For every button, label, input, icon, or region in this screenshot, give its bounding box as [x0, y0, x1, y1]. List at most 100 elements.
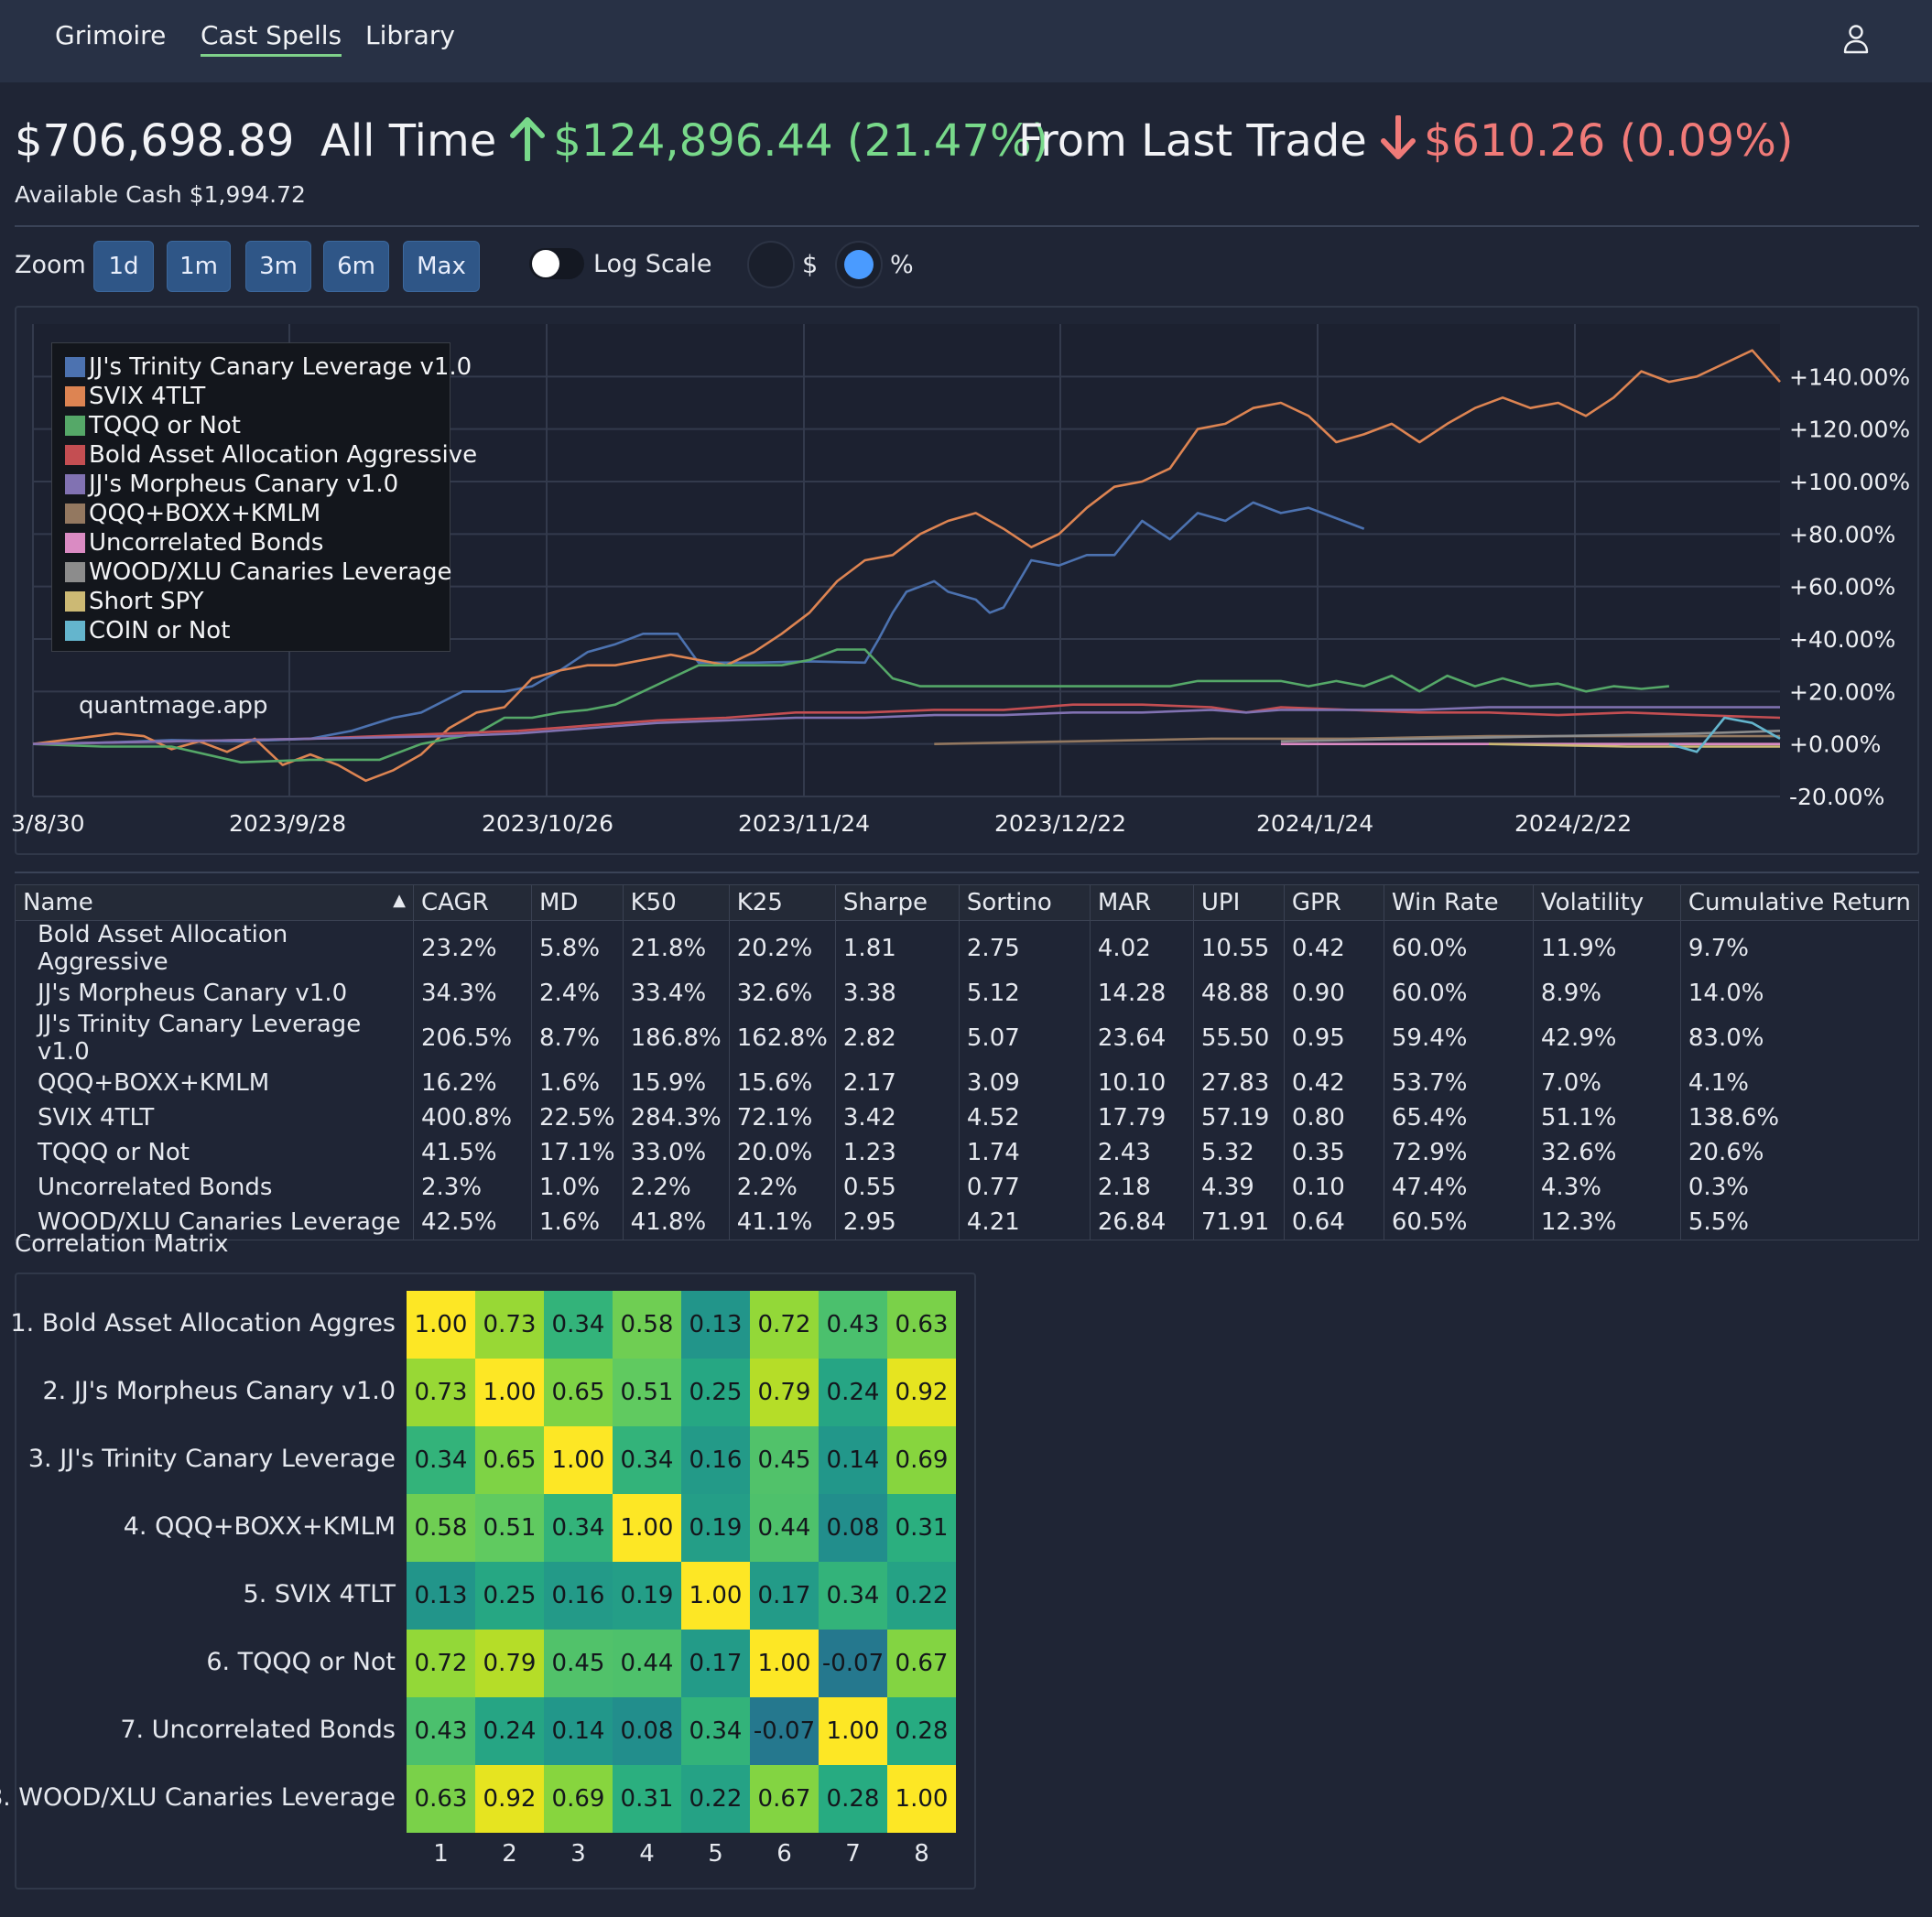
- table-row[interactable]: JJ's Trinity Canary Leverage v1.0 206.5% 8…: [15, 1011, 1920, 1066]
- zoom-max-button[interactable]: Max: [403, 241, 480, 292]
- column-header[interactable]: K50: [622, 884, 730, 921]
- correlation-cell[interactable]: 0.69: [544, 1765, 613, 1833]
- correlation-cell[interactable]: -0.07: [819, 1630, 887, 1697]
- column-header[interactable]: MD: [531, 884, 624, 921]
- correlation-cell[interactable]: 0.25: [475, 1562, 544, 1630]
- correlation-cell[interactable]: 0.22: [887, 1562, 956, 1630]
- correlation-cell[interactable]: 0.43: [819, 1291, 887, 1359]
- nav-cast-spells[interactable]: Cast Spells: [201, 20, 342, 57]
- legend-item[interactable]: COIN or Not: [65, 616, 230, 645]
- correlation-cell[interactable]: 1.00: [887, 1765, 956, 1833]
- correlation-cell[interactable]: 0.31: [887, 1494, 956, 1562]
- correlation-cell[interactable]: 0.28: [819, 1765, 887, 1833]
- user-icon[interactable]: [1842, 24, 1870, 55]
- log-scale-toggle[interactable]: [529, 248, 584, 279]
- column-header[interactable]: Sortino: [958, 884, 1091, 921]
- legend-item[interactable]: Short SPY: [65, 587, 204, 616]
- zoom-1d-button[interactable]: 1d: [93, 241, 154, 292]
- table-row[interactable]: WOOD/XLU Canaries Leverage 42.5% 1.6% 41.8%…: [15, 1205, 1920, 1240]
- zoom-3m-button[interactable]: 3m: [245, 241, 311, 292]
- correlation-cell[interactable]: 1.00: [819, 1697, 887, 1765]
- column-header[interactable]: Win Rate: [1383, 884, 1534, 921]
- correlation-cell[interactable]: 0.34: [544, 1291, 613, 1359]
- correlation-cell[interactable]: 1.00: [407, 1291, 475, 1359]
- column-header[interactable]: Sharpe: [834, 884, 960, 921]
- legend-item[interactable]: SVIX 4TLT: [65, 382, 205, 411]
- zoom-1m-button[interactable]: 1m: [167, 241, 231, 292]
- correlation-cell[interactable]: 0.34: [613, 1426, 681, 1494]
- legend-item[interactable]: QQQ+BOXX+KMLM: [65, 499, 320, 528]
- column-header[interactable]: MAR: [1089, 884, 1194, 921]
- correlation-cell[interactable]: 0.16: [681, 1426, 750, 1494]
- correlation-cell[interactable]: 0.92: [475, 1765, 544, 1833]
- correlation-cell[interactable]: 0.34: [407, 1426, 475, 1494]
- correlation-cell[interactable]: 0.31: [613, 1765, 681, 1833]
- correlation-cell[interactable]: 0.65: [544, 1359, 613, 1426]
- percent-mode-radio[interactable]: [835, 241, 883, 288]
- table-row[interactable]: Uncorrelated Bonds 2.3% 1.0% 2.2% 2.2% 0.55 0.…: [15, 1170, 1920, 1205]
- correlation-cell[interactable]: 0.22: [681, 1765, 750, 1833]
- column-header[interactable]: CAGR: [413, 884, 532, 921]
- correlation-cell[interactable]: 0.34: [681, 1697, 750, 1765]
- column-header[interactable]: GPR: [1283, 884, 1384, 921]
- correlation-cell[interactable]: 0.25: [681, 1359, 750, 1426]
- correlation-cell[interactable]: 0.13: [681, 1291, 750, 1359]
- correlation-cell[interactable]: 0.73: [475, 1291, 544, 1359]
- correlation-cell[interactable]: 0.67: [750, 1765, 819, 1833]
- legend-item[interactable]: TQQQ or Not: [65, 411, 241, 440]
- table-row[interactable]: JJ's Morpheus Canary v1.0 34.3% 2.4% 33.4% 3…: [15, 976, 1920, 1011]
- correlation-cell[interactable]: 0.51: [613, 1359, 681, 1426]
- correlation-cell[interactable]: 0.16: [544, 1562, 613, 1630]
- nav-library[interactable]: Library: [365, 20, 455, 50]
- correlation-cell[interactable]: 0.24: [819, 1359, 887, 1426]
- correlation-cell[interactable]: 0.34: [544, 1494, 613, 1562]
- correlation-cell[interactable]: 0.63: [887, 1291, 956, 1359]
- correlation-cell[interactable]: 0.19: [613, 1562, 681, 1630]
- correlation-cell[interactable]: 0.08: [819, 1494, 887, 1562]
- correlation-cell[interactable]: 0.44: [750, 1494, 819, 1562]
- correlation-cell[interactable]: 0.19: [681, 1494, 750, 1562]
- correlation-cell[interactable]: 0.79: [750, 1359, 819, 1426]
- correlation-cell[interactable]: 0.58: [613, 1291, 681, 1359]
- column-header[interactable]: K25: [728, 884, 836, 921]
- correlation-cell[interactable]: 0.72: [407, 1630, 475, 1697]
- correlation-cell[interactable]: 0.73: [407, 1359, 475, 1426]
- correlation-cell[interactable]: 0.14: [819, 1426, 887, 1494]
- correlation-cell[interactable]: 0.08: [613, 1697, 681, 1765]
- correlation-cell[interactable]: 0.13: [407, 1562, 475, 1630]
- correlation-cell[interactable]: 0.67: [887, 1630, 956, 1697]
- column-header[interactable]: Volatility: [1532, 884, 1681, 921]
- correlation-cell[interactable]: 0.65: [475, 1426, 544, 1494]
- correlation-cell[interactable]: 0.63: [407, 1765, 475, 1833]
- legend-item[interactable]: JJ's Trinity Canary Leverage v1.0: [65, 352, 472, 382]
- legend-item[interactable]: Bold Asset Allocation Aggressive: [65, 440, 477, 470]
- correlation-cell[interactable]: 0.69: [887, 1426, 956, 1494]
- legend-item[interactable]: Uncorrelated Bonds: [65, 528, 323, 558]
- dollar-mode-radio[interactable]: [747, 241, 795, 288]
- correlation-cell[interactable]: 1.00: [681, 1562, 750, 1630]
- correlation-cell[interactable]: 1.00: [750, 1630, 819, 1697]
- column-header-name[interactable]: Name ▲: [15, 884, 414, 921]
- column-header[interactable]: UPI: [1192, 884, 1285, 921]
- table-row[interactable]: QQQ+BOXX+KMLM 16.2% 1.6% 15.9% 15.6% 2.17 3.09…: [15, 1066, 1920, 1100]
- zoom-6m-button[interactable]: 6m: [323, 241, 389, 292]
- correlation-cell[interactable]: 0.28: [887, 1697, 956, 1765]
- column-header[interactable]: Cumulative Return: [1679, 884, 1920, 921]
- nav-grimoire[interactable]: Grimoire: [55, 20, 167, 50]
- correlation-cell[interactable]: 0.34: [819, 1562, 887, 1630]
- correlation-cell[interactable]: 0.79: [475, 1630, 544, 1697]
- table-row[interactable]: SVIX 4TLT 400.8% 22.5% 284.3% 72.1% 3.42 4.52 1…: [15, 1100, 1920, 1135]
- correlation-cell[interactable]: 1.00: [475, 1359, 544, 1426]
- correlation-cell[interactable]: 0.44: [613, 1630, 681, 1697]
- table-row[interactable]: TQQQ or Not 41.5% 17.1% 33.0% 20.0% 1.23 1.74 2…: [15, 1135, 1920, 1170]
- correlation-cell[interactable]: 0.72: [750, 1291, 819, 1359]
- correlation-cell[interactable]: 1.00: [544, 1426, 613, 1494]
- table-row[interactable]: Bold Asset Allocation Aggressive 23.2% 5.8…: [15, 920, 1920, 976]
- correlation-cell[interactable]: 1.00: [613, 1494, 681, 1562]
- correlation-cell[interactable]: 0.51: [475, 1494, 544, 1562]
- correlation-cell[interactable]: 0.58: [407, 1494, 475, 1562]
- correlation-cell[interactable]: 0.43: [407, 1697, 475, 1765]
- correlation-cell[interactable]: 0.45: [750, 1426, 819, 1494]
- correlation-cell[interactable]: 0.17: [750, 1562, 819, 1630]
- correlation-cell[interactable]: 0.17: [681, 1630, 750, 1697]
